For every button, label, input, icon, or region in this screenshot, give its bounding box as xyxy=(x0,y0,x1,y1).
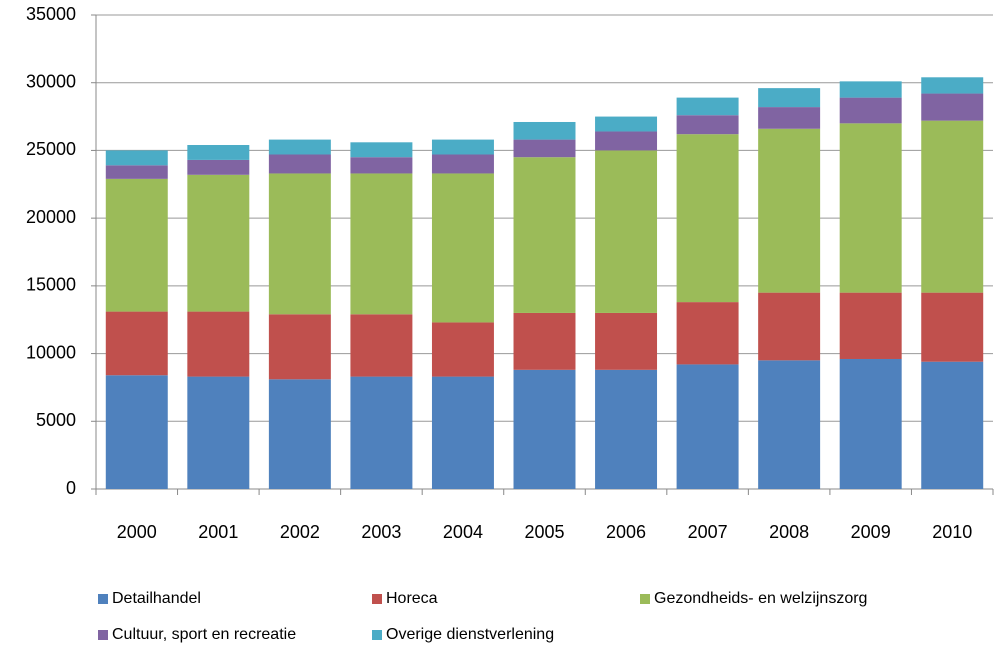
x-tick-label: 2007 xyxy=(688,522,728,542)
bar-segment xyxy=(268,154,331,174)
bar-segment xyxy=(921,361,984,489)
bar-segment xyxy=(921,93,984,121)
bar-segment xyxy=(105,165,168,179)
bar-segment xyxy=(513,157,576,313)
bar-segment xyxy=(921,120,984,293)
legend-swatch xyxy=(372,594,382,604)
bar-segment xyxy=(595,369,658,489)
bar-segment xyxy=(839,292,902,359)
x-tick-label: 2005 xyxy=(524,522,564,542)
bar-segment xyxy=(676,134,739,303)
x-tick-label: 2010 xyxy=(932,522,972,542)
bar-segment xyxy=(105,311,168,376)
y-tick-label: 5000 xyxy=(36,410,76,430)
x-tick-label: 2000 xyxy=(117,522,157,542)
bar-segment xyxy=(676,302,739,365)
legend-swatch xyxy=(98,594,108,604)
y-tick-label: 30000 xyxy=(26,71,76,91)
bar-segment xyxy=(921,292,984,362)
bar-segment xyxy=(268,139,331,155)
legend-swatch xyxy=(98,630,108,640)
bar-segment xyxy=(839,81,902,98)
bar-segment xyxy=(187,145,250,160)
x-tick-label: 2009 xyxy=(851,522,891,542)
bar-segment xyxy=(350,314,413,377)
bar-segment xyxy=(350,157,413,174)
bar-segment xyxy=(431,173,494,323)
x-tick-label: 2008 xyxy=(769,522,809,542)
bar-segment xyxy=(431,322,494,377)
legend-label: Overige dienstverlening xyxy=(386,626,554,643)
bar-segment xyxy=(350,142,413,158)
y-tick-label: 25000 xyxy=(26,139,76,159)
y-tick-label: 20000 xyxy=(26,207,76,227)
bar-segment xyxy=(921,77,984,94)
x-tick-label: 2002 xyxy=(280,522,320,542)
y-tick-label: 0 xyxy=(66,478,76,498)
legend-swatch xyxy=(372,630,382,640)
bar-segment xyxy=(595,150,658,313)
legend-label: Horeca xyxy=(386,590,438,607)
bar-segment xyxy=(350,376,413,489)
bar-segment xyxy=(595,131,658,151)
x-tick-label: 2004 xyxy=(443,522,483,542)
bar-segment xyxy=(431,376,494,489)
bar-segment xyxy=(513,139,576,158)
bar-segment xyxy=(839,358,902,489)
y-tick-label: 15000 xyxy=(26,275,76,295)
bar-segment xyxy=(431,154,494,174)
x-tick-label: 2006 xyxy=(606,522,646,542)
x-tick-label: 2001 xyxy=(198,522,238,542)
bar-segment xyxy=(105,178,168,312)
y-tick-label: 10000 xyxy=(26,342,76,362)
bar-segment xyxy=(839,123,902,293)
bar-segment xyxy=(187,174,250,312)
bar-segment xyxy=(839,97,902,124)
bar-segment xyxy=(513,312,576,370)
bar-segment xyxy=(513,121,576,140)
bar-segment xyxy=(676,364,739,489)
bar-segment xyxy=(268,379,331,489)
bar-segment xyxy=(431,139,494,155)
bar-segment xyxy=(676,115,739,135)
bar-segment xyxy=(676,97,739,116)
bar-segment xyxy=(758,360,821,489)
legend-swatch xyxy=(640,594,650,604)
bar-segment xyxy=(105,150,168,166)
bar-segment xyxy=(350,173,413,315)
legend-label: Detailhandel xyxy=(112,590,201,607)
bar-segment xyxy=(758,107,821,129)
bar-segment xyxy=(758,128,821,293)
bar-segment xyxy=(513,369,576,489)
bar-segment xyxy=(595,116,658,132)
bar-segment xyxy=(105,375,168,489)
bar-segment xyxy=(268,173,331,315)
legend-label: Gezondheids- en welzijnszorg xyxy=(654,590,867,607)
bar-segment xyxy=(595,312,658,370)
y-tick-label: 35000 xyxy=(26,4,76,24)
bar-segment xyxy=(268,314,331,380)
bar-segment xyxy=(758,88,821,108)
bar-segment xyxy=(187,376,250,489)
legend-label: Cultuur, sport en recreatie xyxy=(112,626,296,643)
x-tick-label: 2003 xyxy=(361,522,401,542)
bar-segment xyxy=(758,292,821,361)
bar-segment xyxy=(187,159,250,175)
bar-segment xyxy=(187,311,250,377)
